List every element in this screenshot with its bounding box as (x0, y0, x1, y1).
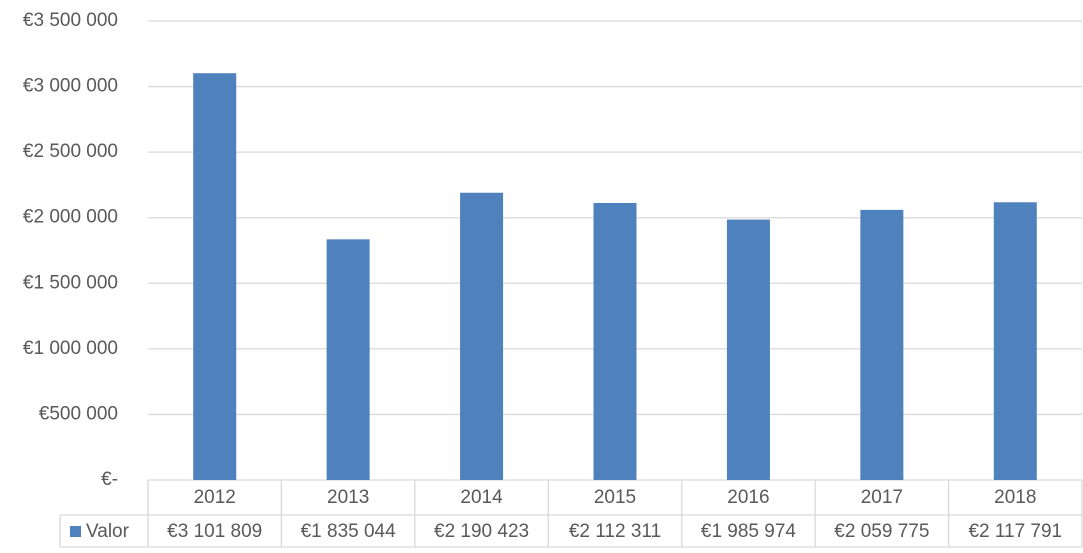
y-tick-label: €2 000 000 (23, 207, 118, 228)
bar (193, 73, 237, 480)
y-tick-label: €- (101, 469, 118, 490)
table-value: €3 101 809 (167, 521, 262, 542)
x-tick-label: 2012 (194, 487, 236, 508)
legend-swatch (70, 526, 81, 537)
x-tick-label: 2018 (994, 487, 1036, 508)
bar (726, 219, 770, 480)
table-value: €2 112 311 (569, 521, 661, 542)
x-tick-label: 2014 (460, 487, 503, 508)
y-tick-label: €500 000 (39, 403, 118, 424)
bar (326, 239, 370, 480)
x-tick-label: 2016 (727, 487, 769, 508)
bar (460, 192, 504, 480)
table-value: €1 985 974 (701, 521, 797, 542)
bar (993, 202, 1037, 480)
y-tick-label: €2 500 000 (23, 141, 118, 162)
table-value: €2 059 775 (834, 521, 929, 542)
table-value: €2 117 791 (968, 521, 1062, 542)
bar (593, 202, 637, 480)
bar (860, 209, 904, 480)
y-tick-label: €3 500 000 (23, 10, 118, 31)
y-tick-label: €1 500 000 (23, 272, 118, 293)
table-value: €2 190 423 (434, 521, 529, 542)
table-value: €1 835 044 (301, 521, 397, 542)
y-tick-label: €3 000 000 (23, 76, 118, 97)
x-tick-label: 2015 (594, 487, 636, 508)
y-tick-label: €1 000 000 (23, 338, 118, 359)
legend-label: Valor (86, 521, 130, 542)
x-tick-label: 2017 (861, 487, 903, 508)
x-tick-label: 2013 (327, 487, 369, 508)
